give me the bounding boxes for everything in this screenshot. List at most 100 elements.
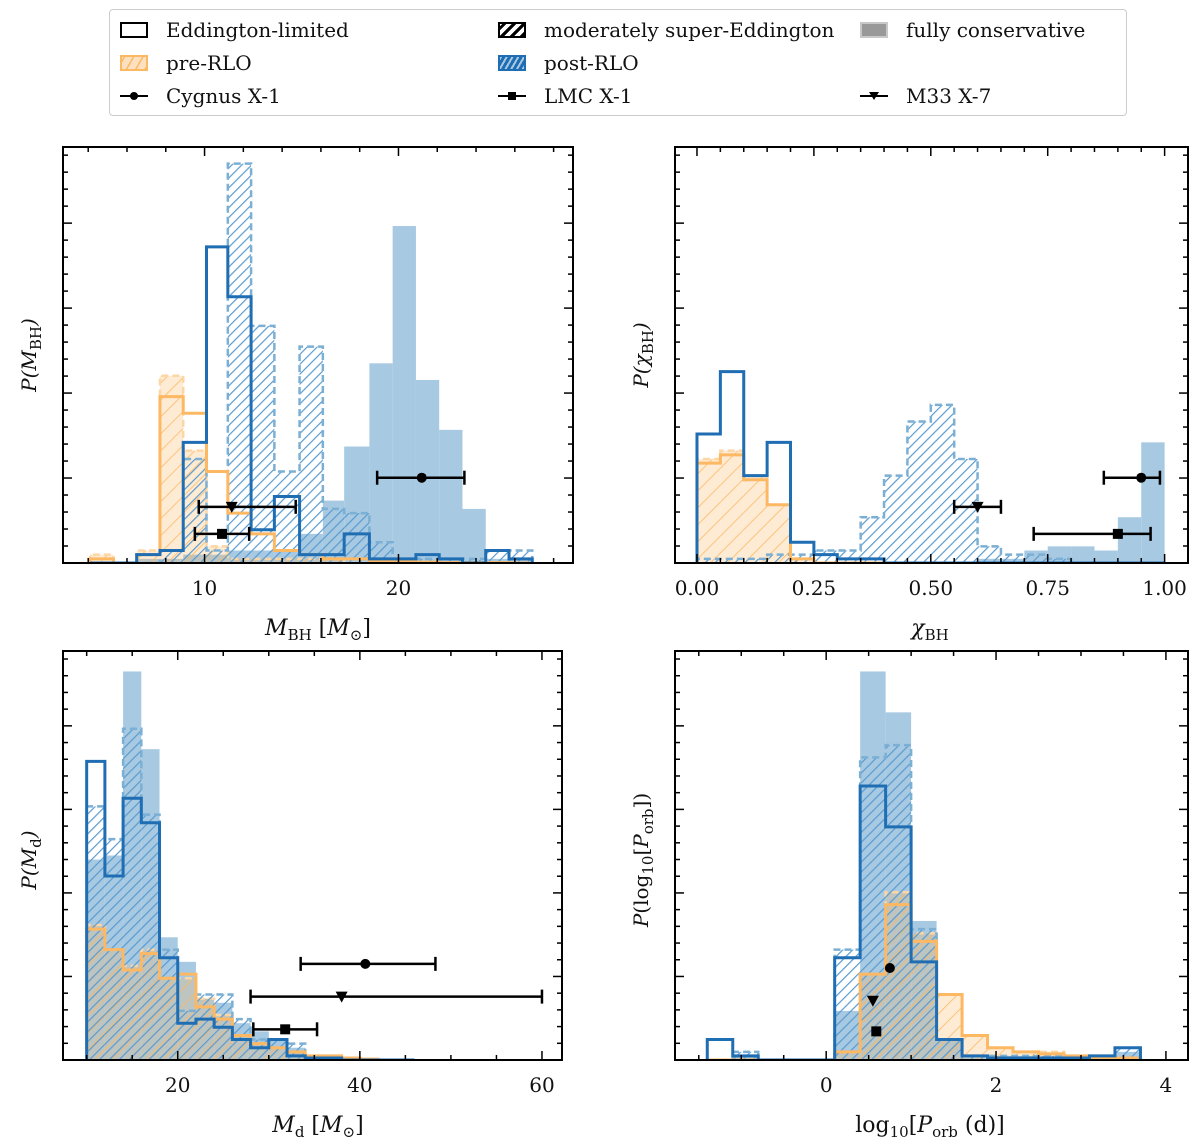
bar bbox=[743, 475, 768, 563]
bar bbox=[884, 475, 908, 563]
series-outline-post bbox=[90, 245, 534, 563]
axes-frame bbox=[674, 650, 1189, 1061]
bar bbox=[1071, 546, 1095, 563]
series-hatch-post bbox=[707, 743, 1142, 1060]
bar bbox=[930, 404, 955, 563]
legend: Eddington-limited moderately super-Eddin… bbox=[109, 9, 1127, 116]
step-outline bbox=[90, 245, 534, 563]
xlabel: MBH [M⊙] bbox=[264, 616, 371, 644]
observation-cygnus-x-1 bbox=[1102, 470, 1162, 485]
ylabel: P(Md) bbox=[17, 830, 45, 890]
legend-item-lmc-x1: LMC X-1 bbox=[498, 84, 632, 108]
bar bbox=[439, 429, 463, 563]
bar bbox=[159, 949, 178, 1060]
legend-label: post-RLO bbox=[544, 51, 639, 75]
observation-lmc-x-1 bbox=[871, 1026, 882, 1037]
legend-swatch-solid bbox=[860, 22, 888, 38]
bar bbox=[911, 929, 937, 1060]
bar bbox=[1117, 517, 1142, 563]
x-tick-label: 60 bbox=[529, 1073, 554, 1097]
bar bbox=[299, 346, 323, 563]
triangle-marker bbox=[335, 991, 348, 1003]
legend-item-pre-rlo: pre-RLO bbox=[120, 51, 252, 75]
circle-marker bbox=[360, 958, 371, 969]
step-outline bbox=[85, 759, 415, 1060]
legend-label: fully conservative bbox=[906, 18, 1086, 42]
square-marker bbox=[280, 1024, 291, 1035]
series-solid-post bbox=[977, 442, 1165, 563]
x-tick-label: 20 bbox=[165, 1073, 190, 1097]
xlabel: χBH bbox=[909, 616, 948, 644]
bar bbox=[322, 508, 345, 563]
bar bbox=[159, 550, 184, 563]
x-tick-label: 0.50 bbox=[909, 576, 954, 600]
ylabel: P(MBH) bbox=[17, 318, 45, 393]
bar bbox=[392, 226, 416, 563]
legend-item-cygnus-x1: Cygnus X-1 bbox=[120, 84, 281, 108]
legend-label: M33 X-7 bbox=[906, 84, 992, 108]
bar bbox=[837, 550, 861, 563]
square-marker bbox=[1112, 528, 1123, 539]
bar bbox=[439, 558, 463, 563]
bar bbox=[136, 550, 160, 563]
bar bbox=[206, 550, 228, 563]
bar bbox=[415, 379, 440, 563]
circle-marker bbox=[884, 962, 895, 973]
bar bbox=[696, 459, 721, 563]
series-hatch-pre bbox=[695, 449, 1165, 563]
legend-label: Cygnus X-1 bbox=[166, 84, 281, 108]
series-outline-pre bbox=[707, 903, 1142, 1060]
circle-marker bbox=[1136, 472, 1147, 483]
bar bbox=[509, 550, 533, 563]
bar bbox=[834, 949, 861, 1060]
circle-marker bbox=[416, 472, 427, 483]
legend-item-m33-x7: M33 X-7 bbox=[860, 84, 991, 108]
step-outline bbox=[85, 727, 415, 1060]
bar bbox=[813, 550, 838, 563]
bar bbox=[767, 554, 791, 563]
observation-m33-x-7 bbox=[249, 989, 544, 1004]
bar bbox=[720, 450, 744, 563]
bar bbox=[268, 1039, 288, 1060]
step-outline bbox=[705, 784, 1142, 1060]
xlabel: log10[Porb (d)] bbox=[855, 1113, 1005, 1141]
plot-area bbox=[85, 671, 544, 1060]
triangle-marker bbox=[225, 501, 238, 513]
bar bbox=[977, 546, 1001, 563]
x-tick-label: 0.25 bbox=[792, 576, 837, 600]
legend-item-post-rlo: post-RLO bbox=[498, 51, 639, 75]
panel-bh-mass: P(MBH) MBH [M⊙] 10 20 bbox=[17, 146, 574, 644]
bar bbox=[183, 459, 207, 563]
legend-label: Eddington-limited bbox=[166, 18, 349, 42]
legend-item-moderately-super-eddington: moderately super-Eddington bbox=[498, 18, 834, 42]
bar bbox=[485, 550, 510, 563]
step-outline bbox=[707, 903, 1142, 1060]
observation-cygnus-x-1 bbox=[299, 956, 437, 971]
bar bbox=[123, 728, 142, 1060]
ylabel: P(χBH) bbox=[629, 322, 657, 388]
bar bbox=[462, 508, 486, 563]
xlabel: Md [M⊙] bbox=[271, 1113, 363, 1141]
bar bbox=[369, 363, 393, 563]
observation-m33-x-7 bbox=[952, 499, 1003, 514]
x-tick-label: 2 bbox=[990, 1073, 1003, 1097]
bar bbox=[1094, 550, 1118, 563]
legend-label: LMC X-1 bbox=[544, 84, 633, 108]
legend-swatch-pre-rlo bbox=[120, 55, 148, 71]
bar bbox=[696, 558, 721, 563]
series-outline-post bbox=[705, 784, 1142, 1060]
bar bbox=[1047, 546, 1072, 563]
bar bbox=[159, 375, 184, 563]
x-tick-label: 40 bbox=[347, 1073, 372, 1097]
bar bbox=[177, 1010, 196, 1060]
bar bbox=[767, 504, 791, 563]
observation-lmc-x-1 bbox=[193, 526, 251, 541]
observation-lmc-x-1 bbox=[252, 1022, 319, 1037]
axes-frame bbox=[62, 650, 563, 1061]
bar bbox=[274, 471, 300, 563]
square-marker bbox=[217, 528, 228, 539]
square-marker-icon bbox=[498, 88, 526, 104]
series-hatch-post bbox=[90, 162, 534, 563]
plot-area bbox=[88, 162, 534, 563]
ylabel: P(log10[Porb]) bbox=[629, 793, 657, 928]
